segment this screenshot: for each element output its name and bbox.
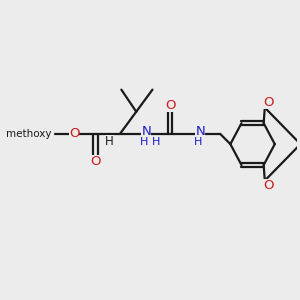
Text: N: N bbox=[196, 125, 205, 138]
Text: O: O bbox=[263, 179, 273, 192]
Text: H: H bbox=[105, 135, 114, 148]
Text: N: N bbox=[141, 125, 151, 138]
Text: O: O bbox=[90, 155, 101, 168]
Text: O: O bbox=[165, 99, 175, 112]
Text: methoxy: methoxy bbox=[6, 129, 52, 139]
Text: H: H bbox=[152, 137, 161, 147]
Text: O: O bbox=[263, 96, 273, 109]
Text: H: H bbox=[140, 137, 148, 147]
Text: H: H bbox=[194, 137, 203, 147]
Text: O: O bbox=[69, 127, 79, 140]
